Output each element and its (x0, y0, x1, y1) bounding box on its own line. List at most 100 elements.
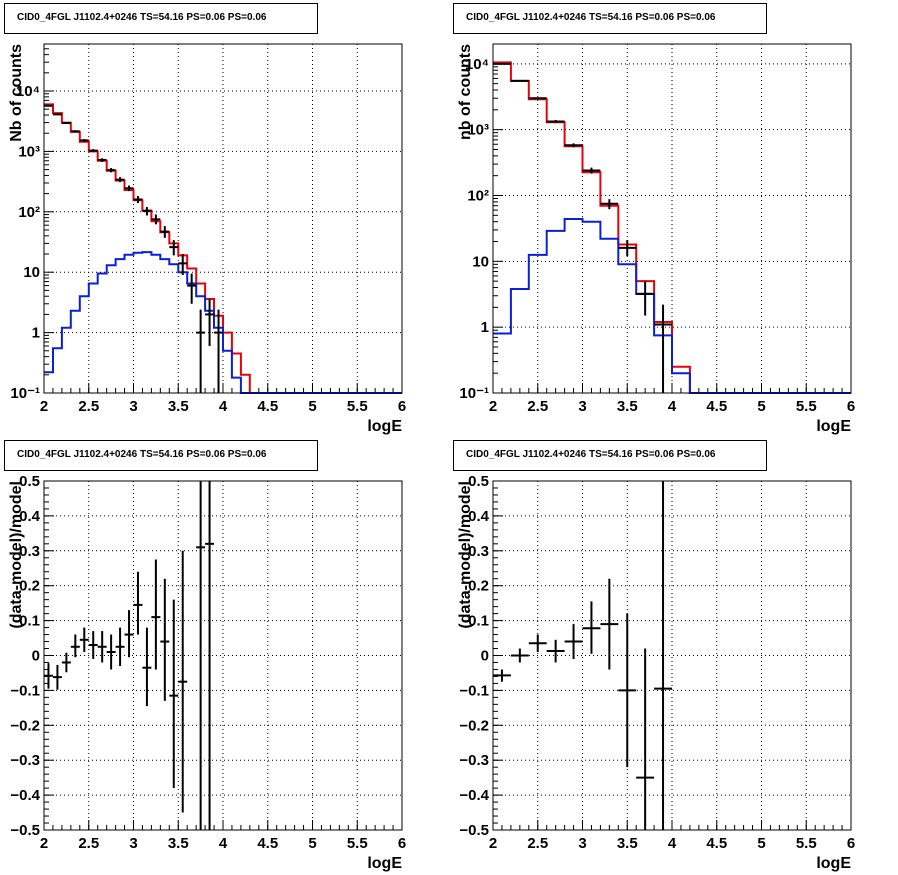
panel-residuals-fine: CID0_4FGL J1102.4+0246 TS=54.16 PS=0.06 … (0, 437, 449, 875)
data-point (528, 634, 547, 653)
data-point (600, 578, 619, 670)
y-tick-label: −0.3 (459, 752, 489, 769)
plot-frame (492, 480, 852, 831)
data-point (97, 158, 107, 162)
data-point (510, 648, 529, 663)
y-tick-label: 10 (472, 253, 489, 270)
x-tick-label: 5.5 (347, 835, 368, 852)
data-point (618, 240, 637, 257)
data-point (546, 639, 565, 663)
x-tick-label: 4 (668, 398, 677, 415)
y-tick-label: 0.5 (468, 473, 489, 490)
y-axis-title: nb of counts (457, 44, 474, 140)
y-tick-label: 10³ (467, 122, 489, 139)
x-tick-label: 5.5 (796, 398, 817, 415)
y-tick-label: 0.4 (19, 508, 41, 525)
x-tick-label: 2 (489, 835, 497, 852)
data-point (142, 207, 152, 216)
data-point (151, 559, 161, 670)
data-point (44, 663, 53, 689)
y-tick-label: −0.5 (10, 822, 40, 839)
y-tick-label: −0.5 (459, 822, 489, 839)
data-point (106, 634, 116, 670)
y-tick-label: −0.1 (10, 682, 40, 699)
source-model-histogram (493, 218, 851, 394)
data-point (187, 273, 197, 304)
x-tick-label: 4 (219, 835, 228, 852)
data-point (88, 631, 98, 659)
x-tick-label: 4.5 (257, 398, 278, 415)
x-tick-label: 6 (847, 398, 855, 415)
y-tick-label: 0 (32, 648, 40, 665)
x-axis-title: logE (367, 418, 402, 435)
x-tick-label: 5 (308, 835, 316, 852)
y-tick-label: 10² (467, 187, 489, 204)
data-point (205, 298, 215, 346)
x-tick-label: 3 (578, 398, 586, 415)
data-point (133, 196, 143, 203)
data-point (70, 634, 80, 658)
panel-counts-coarse: CID0_4FGL J1102.4+0246 TS=54.16 PS=0.06 … (449, 0, 898, 437)
data-point (618, 613, 637, 768)
plot-area: 2 2.5 3 3.5 4 4.5 5 5.5 6 −0.5 −0.4 −0.3 −0.2 −0.1 0 0.… (8, 473, 406, 872)
x-tick-label: 6 (398, 398, 406, 415)
y-tick-label: 10⁴ (465, 56, 489, 73)
y-tick-label: −0.4 (459, 787, 489, 804)
x-tick-label: 5 (308, 398, 316, 415)
y-tick-label: −0.2 (10, 717, 40, 734)
data-point (510, 79, 529, 82)
panel-title: CID0_4FGL J1102.4+0246 TS=54.16 PS=0.06 … (453, 3, 767, 34)
data-point (142, 627, 152, 707)
x-tick-label: 5.5 (347, 398, 368, 415)
x-axis-title: logE (816, 418, 851, 435)
plot-frame (43, 43, 403, 394)
y-tick-label: 10⁻¹ (459, 385, 489, 402)
data-point (600, 199, 619, 210)
data-point (70, 130, 80, 133)
y-tick-label: 10 (23, 264, 40, 281)
data-point (214, 309, 223, 393)
y-tick-label: 1 (32, 325, 40, 342)
x-tick-label: 5 (757, 835, 765, 852)
data-point (582, 167, 601, 174)
y-tick-label: 0.1 (19, 613, 40, 630)
plot-frame (43, 480, 403, 831)
data-point (654, 304, 672, 393)
x-tick-label: 3.5 (168, 835, 189, 852)
plot-area: 2 2.5 3 3.5 4 4.5 5 5.5 6 10⁻¹ 1 10 10² 10³ 10⁴ logE nb … (457, 43, 855, 435)
y-tick-label: −0.1 (459, 682, 489, 699)
data-point (79, 139, 89, 142)
data-point (52, 664, 62, 690)
x-tick-label: 2.5 (78, 398, 99, 415)
data-point (564, 624, 583, 659)
data-point (528, 97, 547, 100)
panel-title: CID0_4FGL J1102.4+0246 TS=54.16 PS=0.06 … (4, 3, 318, 34)
panel-residuals-coarse: CID0_4FGL J1102.4+0246 TS=54.16 PS=0.06 … (449, 437, 898, 875)
data-point (493, 62, 511, 65)
data-point (169, 599, 179, 789)
data-point (493, 669, 511, 682)
y-tick-label: 0.3 (468, 543, 489, 560)
y-tick-label: 10⁴ (16, 83, 40, 100)
y-axis-title: (data-model)/model (8, 481, 25, 629)
data-point (205, 481, 215, 830)
x-tick-label: 4.5 (257, 835, 278, 852)
data-point (636, 281, 655, 316)
x-tick-label: 4 (668, 835, 677, 852)
data-point (160, 578, 170, 701)
data-point (124, 610, 134, 658)
data-point (582, 601, 601, 654)
data-point (196, 481, 206, 830)
y-tick-label: 10² (18, 204, 40, 221)
x-tick-label: 4.5 (706, 835, 727, 852)
data-point (636, 648, 655, 830)
data-point (178, 550, 188, 813)
y-tick-label: −0.2 (459, 717, 489, 734)
plot-area: 2 2.5 3 3.5 4 4.5 5 5.5 6 10⁻¹ 1 10 10² 10³ 10⁴ logE Nb … (8, 43, 406, 435)
data-point (196, 309, 206, 393)
data-point (169, 240, 179, 256)
data-point (88, 149, 98, 153)
data-point (79, 627, 89, 653)
data-point (564, 143, 583, 148)
data-point (115, 627, 125, 666)
